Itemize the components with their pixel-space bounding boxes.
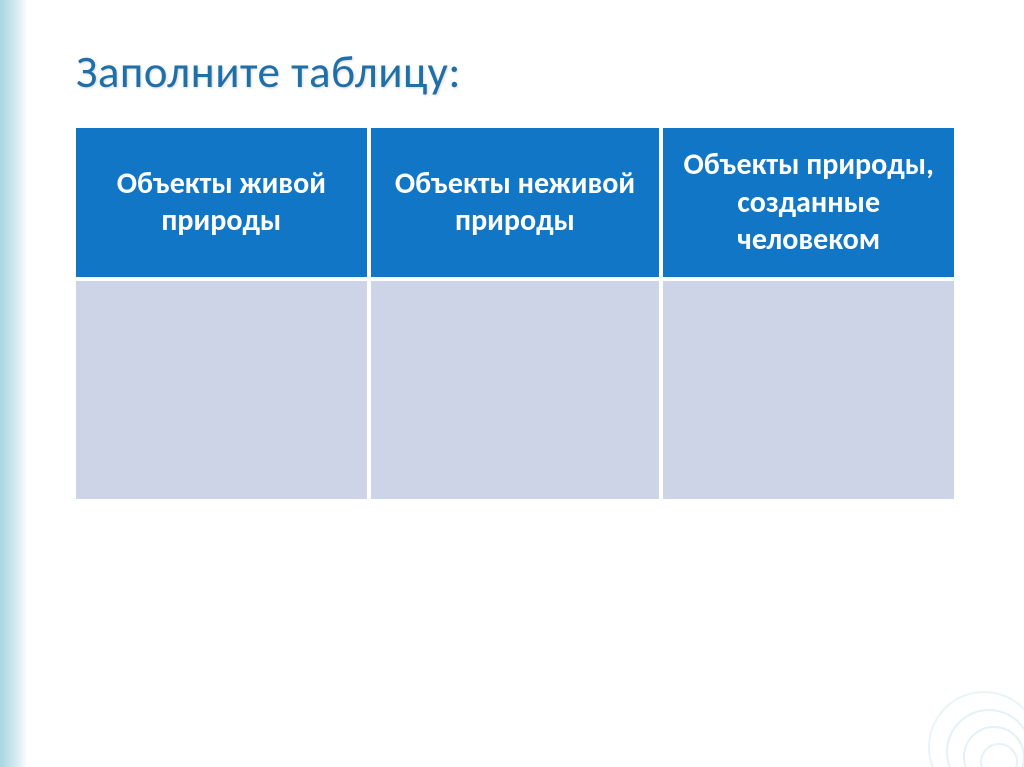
table-row bbox=[76, 279, 954, 499]
column-header-nonliving: Объекты неживой природы bbox=[369, 128, 662, 279]
corner-decoration bbox=[904, 677, 1024, 767]
column-header-manmade: Объекты природы, созданные человеком bbox=[661, 128, 954, 279]
main-table: Объекты живой природы Объекты неживой пр… bbox=[76, 128, 954, 499]
table-cell-living bbox=[76, 279, 369, 499]
column-header-living: Объекты живой природы bbox=[76, 128, 369, 279]
table-header-row: Объекты живой природы Объекты неживой пр… bbox=[76, 128, 954, 279]
corner-swirl-icon bbox=[904, 677, 1024, 767]
table-cell-manmade bbox=[661, 279, 954, 499]
slide-content: Заполните таблицу: Объекты живой природы… bbox=[28, 0, 1024, 767]
left-gradient-strip bbox=[0, 0, 28, 767]
slide-title: Заполните таблицу: bbox=[76, 45, 954, 100]
table-cell-nonliving bbox=[369, 279, 662, 499]
